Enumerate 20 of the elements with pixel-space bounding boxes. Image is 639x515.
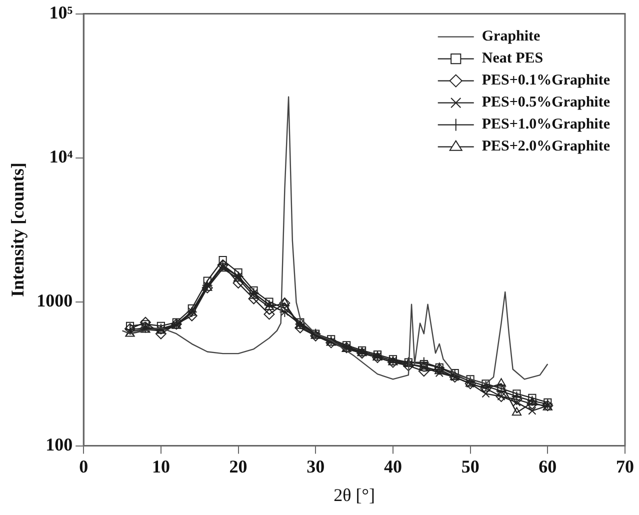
y-tick-label: 100 bbox=[46, 434, 73, 454]
x-tick-label: 60 bbox=[538, 456, 557, 476]
legend-label: PES+2.0%Graphite bbox=[482, 138, 610, 155]
x-tick-label: 40 bbox=[384, 456, 402, 476]
legend-label: Neat PES bbox=[482, 50, 544, 67]
legend-label: Graphite bbox=[482, 28, 541, 45]
y-tick-label: 10⁵ bbox=[49, 2, 74, 22]
legend-label: PES+0.5%Graphite bbox=[482, 94, 610, 111]
y-axis-title: Intensity [counts] bbox=[7, 162, 28, 298]
x-tick-label: 70 bbox=[616, 456, 634, 476]
x-tick-label: 0 bbox=[79, 456, 88, 476]
x-axis-title: 2θ [°] bbox=[334, 484, 375, 505]
y-tick-label: 1000 bbox=[36, 290, 73, 310]
x-tick-label: 10 bbox=[152, 456, 170, 476]
x-tick-label: 20 bbox=[229, 456, 248, 476]
legend-label: PES+1.0%Graphite bbox=[482, 116, 610, 133]
x-tick-label: 50 bbox=[461, 456, 480, 476]
x-tick-label: 30 bbox=[306, 456, 325, 476]
legend-label: PES+0.1%Graphite bbox=[482, 72, 610, 89]
y-tick-label: 10⁴ bbox=[49, 146, 74, 166]
